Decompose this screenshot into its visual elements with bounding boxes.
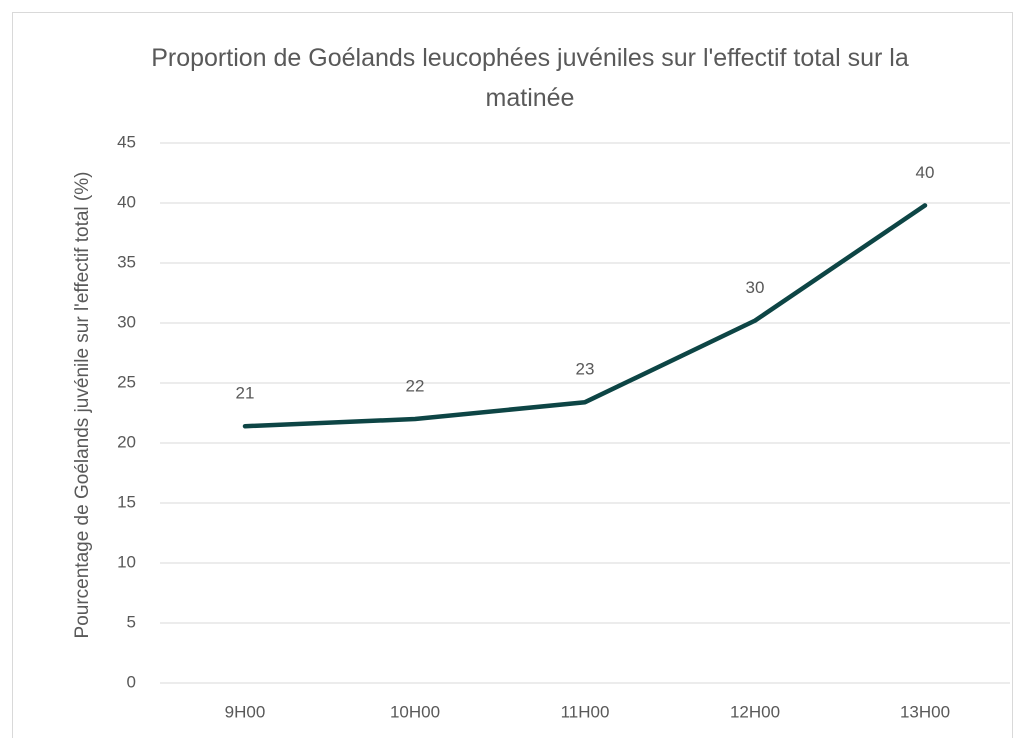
data-label: 21 [236,384,255,403]
y-tick-label: 45 [117,132,136,151]
y-tick-label: 35 [117,252,136,271]
data-line [242,203,928,429]
y-tick-label: 25 [117,372,136,391]
data-label: 22 [406,376,425,395]
x-tick-label: 11H00 [561,702,610,721]
chart-border [12,12,1013,738]
data-label: 40 [916,163,935,182]
x-tick-label: 10H00 [390,702,440,721]
x-tick-label: 9H00 [225,702,266,721]
y-tick-label: 15 [117,492,136,511]
y-tick-label: 0 [127,672,136,691]
x-tick-label: 12H00 [730,702,780,721]
y-tick-label: 20 [117,432,136,451]
x-tick-label: 13H00 [900,702,950,721]
y-tick-label: 40 [117,192,136,211]
data-label: 23 [576,360,595,379]
y-tick-label: 30 [117,312,136,331]
y-tick-label: 10 [117,552,136,571]
data-label: 30 [746,278,765,297]
y-axis-label: Pourcentage de Goélands juvénile sur l'e… [72,171,93,639]
y-tick-label: 5 [127,612,136,631]
chart-title: Proportion de Goélands leucophées juvéni… [151,44,909,112]
